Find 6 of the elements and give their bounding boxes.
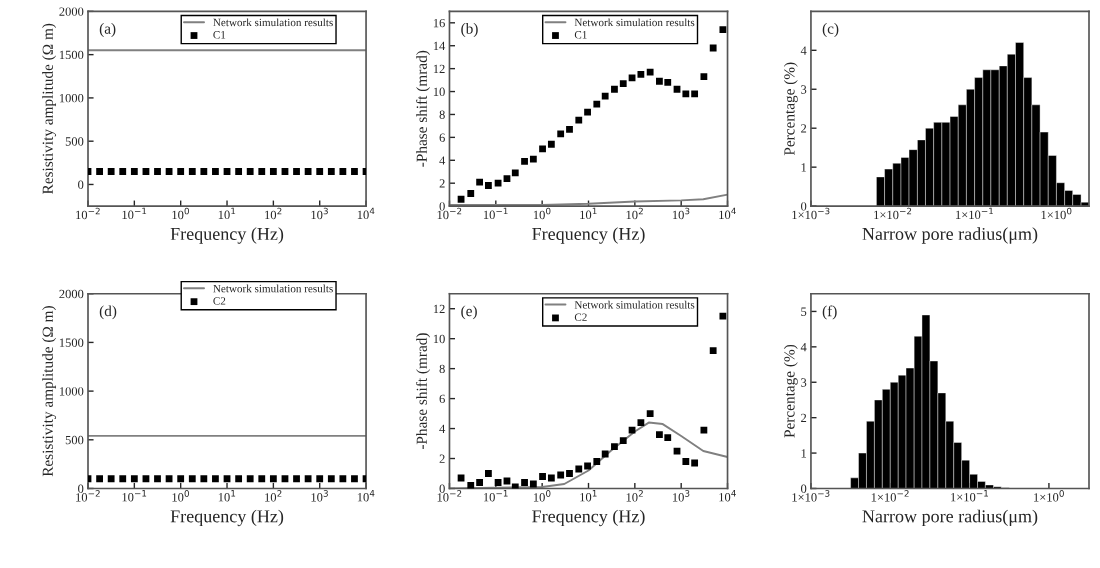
x-axis-title: Narrow pore radius(μm) — [862, 227, 1038, 244]
x-axis-title: Frequency (Hz) — [170, 227, 284, 244]
x-axis-title: Frequency (Hz) — [532, 509, 645, 527]
x-axis-title: Frequency (Hz) — [532, 227, 645, 244]
x-axis-title: Narrow pore radius(μm) — [862, 509, 1038, 527]
x-axis-title: Frequency (Hz) — [170, 509, 284, 527]
